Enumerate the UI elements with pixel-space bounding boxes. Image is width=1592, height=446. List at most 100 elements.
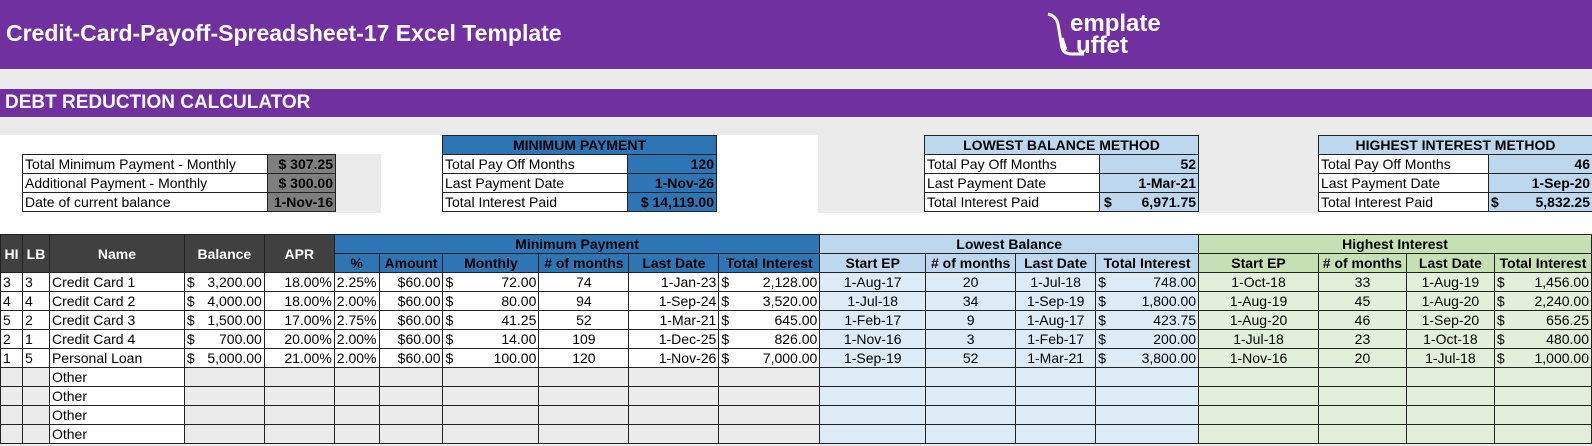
cell-empty[interactable]	[538, 405, 630, 425]
cell-empty[interactable]	[718, 405, 821, 425]
cell-hi[interactable]	[0, 367, 23, 387]
cell-name[interactable]: Other	[48, 386, 185, 406]
cell-empty[interactable]	[538, 367, 630, 387]
cell-empty[interactable]	[378, 367, 444, 387]
cell-lb-total-interest: $1,800.00	[1095, 291, 1200, 311]
col-header-months: # of months	[538, 253, 630, 273]
cell-name[interactable]: Other	[48, 424, 185, 444]
cell-name[interactable]: Credit Card 1	[48, 272, 185, 292]
cell-empty[interactable]	[628, 367, 720, 387]
cell-empty[interactable]	[538, 386, 630, 406]
cell-apr[interactable]: 20.00%	[263, 329, 335, 349]
cell-lb-total-interest: $748.00	[1095, 272, 1200, 292]
cell-empty[interactable]	[333, 367, 380, 387]
cell-hi[interactable]: 5	[0, 310, 23, 330]
cell-lb[interactable]: 2	[21, 310, 50, 330]
cell-empty[interactable]	[263, 405, 335, 425]
cell-pct[interactable]: 2.75%	[333, 310, 380, 330]
input-row: Total Minimum Payment - Monthly $ 307.25	[22, 154, 336, 174]
cell-hg-months: 45	[1317, 291, 1407, 311]
cell-empty[interactable]	[183, 367, 265, 387]
cell-name[interactable]: Credit Card 2	[48, 291, 185, 311]
cell-empty[interactable]	[378, 386, 444, 406]
cell-apr[interactable]: 18.00%	[263, 291, 335, 311]
cell-hi[interactable]	[0, 386, 23, 406]
cell-apr[interactable]: 18.00%	[263, 272, 335, 292]
cell-name[interactable]: Personal Loan	[48, 348, 185, 368]
minimum-summary-table: MINIMUM PAYMENT Total Pay Off Months 120…	[442, 135, 717, 212]
cell-empty[interactable]	[442, 386, 540, 406]
cell-lb[interactable]	[21, 367, 50, 387]
cell-balance[interactable]: $5,000.00	[183, 348, 265, 368]
cell-hi[interactable]: 2	[0, 329, 23, 349]
cell-empty[interactable]	[538, 424, 630, 444]
cell-empty	[1317, 386, 1407, 406]
cell-balance[interactable]: $3,200.00	[183, 272, 265, 292]
cell-hi[interactable]	[0, 405, 23, 425]
cell-hi[interactable]: 3	[0, 272, 23, 292]
cell-amount[interactable]: $60.00	[378, 310, 444, 330]
cell-empty[interactable]	[333, 386, 380, 406]
input-value[interactable]: $ 300.00	[267, 173, 336, 193]
cell-name[interactable]: Credit Card 4	[48, 329, 185, 349]
cell-empty[interactable]	[628, 386, 720, 406]
table-row: 1 5 Personal Loan $5,000.00 21.00% 2.00% $60.0…	[0, 348, 1592, 368]
cell-hi[interactable]	[0, 424, 23, 444]
cell-hi[interactable]: 4	[0, 291, 23, 311]
cell-pct[interactable]: 2.00%	[333, 348, 380, 368]
cell-last-date: 1-Mar-21	[628, 310, 720, 330]
cell-name[interactable]: Other	[48, 367, 185, 387]
cell-empty[interactable]	[378, 405, 444, 425]
cell-amount[interactable]: $60.00	[378, 291, 444, 311]
cell-empty[interactable]	[378, 424, 444, 444]
cell-empty[interactable]	[718, 386, 821, 406]
cell-pct[interactable]: 2.00%	[333, 329, 380, 349]
cell-amount[interactable]: $60.00	[378, 272, 444, 292]
cell-lb[interactable]: 5	[21, 348, 50, 368]
cell-empty[interactable]	[263, 386, 335, 406]
col-header-balance: Balance	[183, 234, 265, 273]
cell-empty[interactable]	[333, 424, 380, 444]
input-value[interactable]: 1-Nov-16	[267, 192, 336, 212]
cell-empty[interactable]	[442, 424, 540, 444]
cell-lb[interactable]	[21, 386, 50, 406]
cell-empty[interactable]	[183, 386, 265, 406]
cell-name[interactable]: Credit Card 3	[48, 310, 185, 330]
summary-gray-block	[1198, 135, 1318, 213]
cell-lb-months: 3	[925, 329, 1017, 349]
cell-lb[interactable]: 3	[21, 272, 50, 292]
summary-label: Last Payment Date	[442, 173, 628, 193]
cell-lb[interactable]: 1	[21, 329, 50, 349]
cell-lb[interactable]: 4	[21, 291, 50, 311]
cell-amount[interactable]: $60.00	[378, 329, 444, 349]
cell-last-date: 1-Dec-25	[628, 329, 720, 349]
cell-empty[interactable]	[183, 405, 265, 425]
logo-word-2: uffet	[1076, 32, 1128, 59]
lowest-summary-table: LOWEST BALANCE METHOD Total Pay Off Mont…	[923, 135, 1200, 212]
cell-empty[interactable]	[718, 424, 821, 444]
cell-empty[interactable]	[263, 367, 335, 387]
cell-pct[interactable]: 2.00%	[333, 291, 380, 311]
cell-balance[interactable]: $1,500.00	[183, 310, 265, 330]
cell-empty[interactable]	[442, 367, 540, 387]
cell-months: 94	[538, 291, 630, 311]
cell-empty[interactable]	[333, 405, 380, 425]
cell-amount[interactable]: $60.00	[378, 348, 444, 368]
cell-pct[interactable]: 2.25%	[333, 272, 380, 292]
cell-hi[interactable]: 1	[0, 348, 23, 368]
cell-apr[interactable]: 17.00%	[263, 310, 335, 330]
cell-balance[interactable]: $700.00	[183, 329, 265, 349]
cell-empty[interactable]	[628, 405, 720, 425]
cell-empty[interactable]	[442, 405, 540, 425]
cell-empty[interactable]	[183, 424, 265, 444]
cell-apr[interactable]: 21.00%	[263, 348, 335, 368]
cell-empty[interactable]	[628, 424, 720, 444]
cell-empty[interactable]	[718, 367, 821, 387]
cell-name[interactable]: Other	[48, 405, 185, 425]
cell-lb[interactable]	[21, 424, 50, 444]
cell-empty[interactable]	[263, 424, 335, 444]
input-value[interactable]: $ 307.25	[267, 154, 336, 174]
cell-lb-total-interest: $423.75	[1095, 310, 1200, 330]
cell-lb[interactable]	[21, 405, 50, 425]
cell-balance[interactable]: $4,000.00	[183, 291, 265, 311]
